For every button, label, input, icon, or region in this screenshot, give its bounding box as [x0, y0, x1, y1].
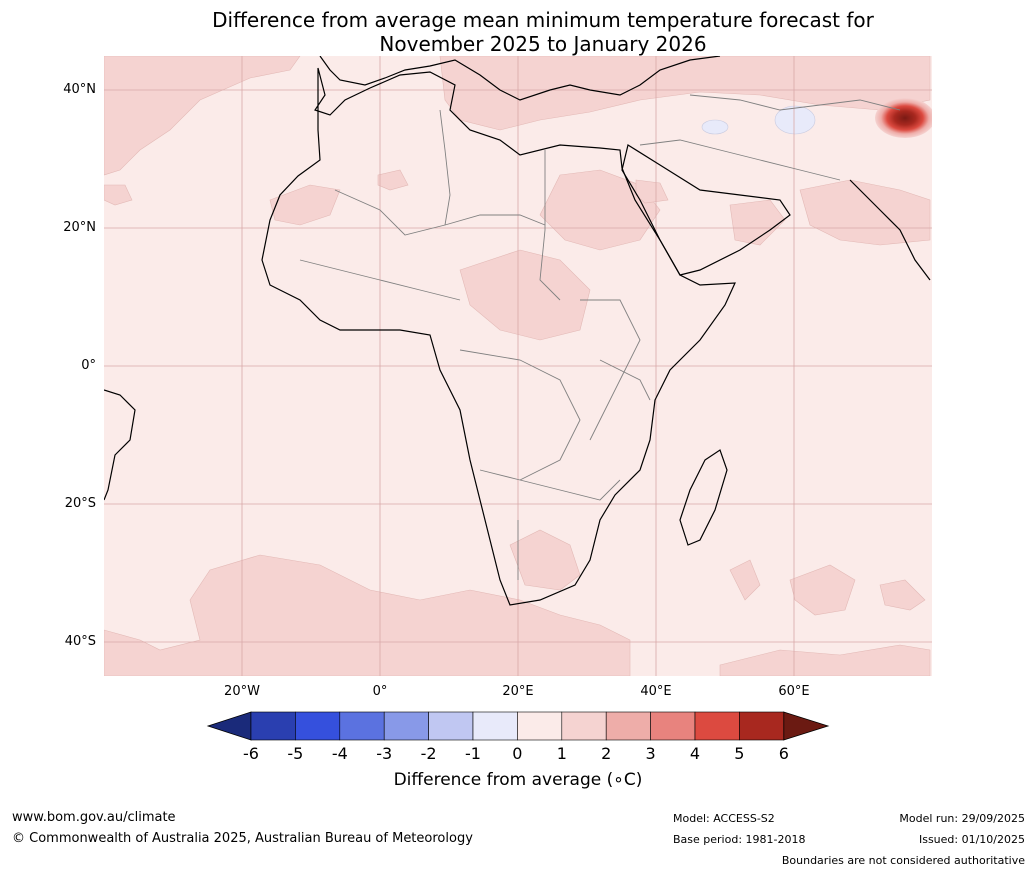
colorbar-segment — [383, 711, 429, 741]
colorbar-tick-label: 1 — [556, 744, 567, 763]
warm-region-west-africa — [269, 184, 341, 226]
lon-label-20w: 20°W — [224, 684, 260, 699]
country-borders — [299, 94, 901, 580]
warm-region-east-indian — [879, 579, 926, 611]
lon-label-0: 0° — [372, 684, 388, 699]
colorbar-tick-label: 6 — [778, 744, 789, 763]
footer-issued: Issued: 01/10/2025 — [918, 833, 1025, 846]
coast-madagascar — [679, 449, 728, 546]
lat-label-20n: 20°N — [63, 220, 96, 235]
border-kenya — [599, 359, 651, 401]
colorbar-segment — [250, 711, 296, 741]
warm-region-southeast-corner — [719, 644, 931, 676]
border-sahara-3 — [539, 150, 561, 301]
lon-label-60e: 60°E — [778, 684, 810, 699]
warm-region-north-atlantic — [104, 56, 301, 176]
footer-model-run: Model run: 29/09/2025 — [899, 812, 1025, 825]
warm-region-canary — [104, 184, 133, 206]
colorbar-segment — [650, 711, 696, 741]
colorbar-segment — [739, 711, 785, 741]
warm-region-sahel — [459, 249, 591, 341]
graticule — [104, 56, 932, 676]
colorbar-segment — [339, 711, 385, 741]
lat-label-equator: 0° — [81, 358, 96, 373]
title-line-2: November 2025 to January 2026 — [379, 32, 707, 56]
colorbar-segment — [605, 711, 651, 741]
colorbar-tick-label: 4 — [689, 744, 701, 763]
footer-model: Model: ACCESS-S2 — [673, 812, 775, 825]
lon-label-20e: 20°E — [502, 684, 534, 699]
colorbar-segment — [428, 711, 474, 741]
border-southern-africa — [479, 469, 621, 501]
cool-region-caspian — [701, 119, 729, 135]
map-field — [104, 56, 932, 676]
cool-anomaly-regions — [701, 105, 816, 135]
lat-label-40s: 40°S — [64, 634, 96, 649]
colorbar-extend-low — [206, 711, 252, 741]
lat-label-20s: 20°S — [64, 496, 96, 511]
warm-region-arabia — [539, 169, 661, 251]
colorbar-tick-label: -2 — [420, 744, 437, 763]
warm-region-indian-ocean — [729, 559, 761, 601]
coast-india — [849, 179, 931, 281]
colorbar-segment — [517, 711, 563, 741]
colorbar-tick-label: -3 — [376, 744, 393, 763]
colorbar-extend-high — [783, 711, 830, 741]
border-central-africa — [459, 349, 581, 481]
border-west-africa — [299, 259, 461, 301]
warm-region-south-africa — [509, 529, 581, 591]
warm-region-southern-ocean-east — [789, 564, 856, 616]
colorbar-segment — [694, 711, 740, 741]
border-central-asia — [689, 94, 901, 111]
lon-label-40e: 40°E — [640, 684, 672, 699]
border-sahara-2 — [439, 109, 451, 226]
footer-copyright: © Commonwealth of Australia 2025, Austra… — [12, 831, 473, 846]
colorbar-tick-label: -5 — [287, 744, 304, 763]
warm-region-central-sahara — [377, 169, 409, 191]
warm-anomaly-regions — [104, 56, 931, 676]
title-line-1: Difference from average mean minimum tem… — [212, 8, 874, 32]
footer-base-period: Base period: 1981-2018 — [673, 833, 806, 846]
warm-region-south-atlantic — [104, 554, 631, 676]
warm-region-iran — [729, 199, 786, 246]
colorbar-tick-label: -4 — [331, 744, 348, 763]
colorbar-tick-label: 3 — [645, 744, 656, 763]
colorbar-segment — [561, 711, 607, 741]
footer-disclaimer: Boundaries are not considered authoritat… — [781, 854, 1025, 867]
coast-south-america — [104, 389, 136, 501]
lat-label-40n: 40°N — [63, 82, 96, 97]
map-title: Difference from average mean minimum tem… — [0, 8, 1035, 56]
coast-africa — [261, 67, 736, 606]
warm-region-india — [799, 179, 931, 246]
colorbar-tick-label: 0 — [512, 744, 523, 763]
border-east-africa — [580, 299, 641, 441]
footer-website: www.bom.gov.au/climate — [12, 810, 176, 825]
coast-europe — [319, 56, 721, 101]
cool-region-turkmenistan — [774, 105, 816, 135]
colorbar-tick-label: 5 — [734, 744, 745, 763]
colorbar-tick-label: -6 — [243, 744, 259, 763]
colorbar-tick-label: -1 — [465, 744, 481, 763]
colorbar-segment — [472, 711, 518, 741]
coast-arabia — [621, 144, 791, 276]
border-middle-east — [639, 139, 841, 181]
colorbar-segment — [295, 711, 341, 741]
colorbar-label: Difference from average (∘C) — [393, 770, 643, 790]
hot-spot-himalaya — [875, 98, 932, 138]
colorbar-tick-label: 2 — [601, 744, 612, 763]
coastlines — [104, 56, 931, 606]
